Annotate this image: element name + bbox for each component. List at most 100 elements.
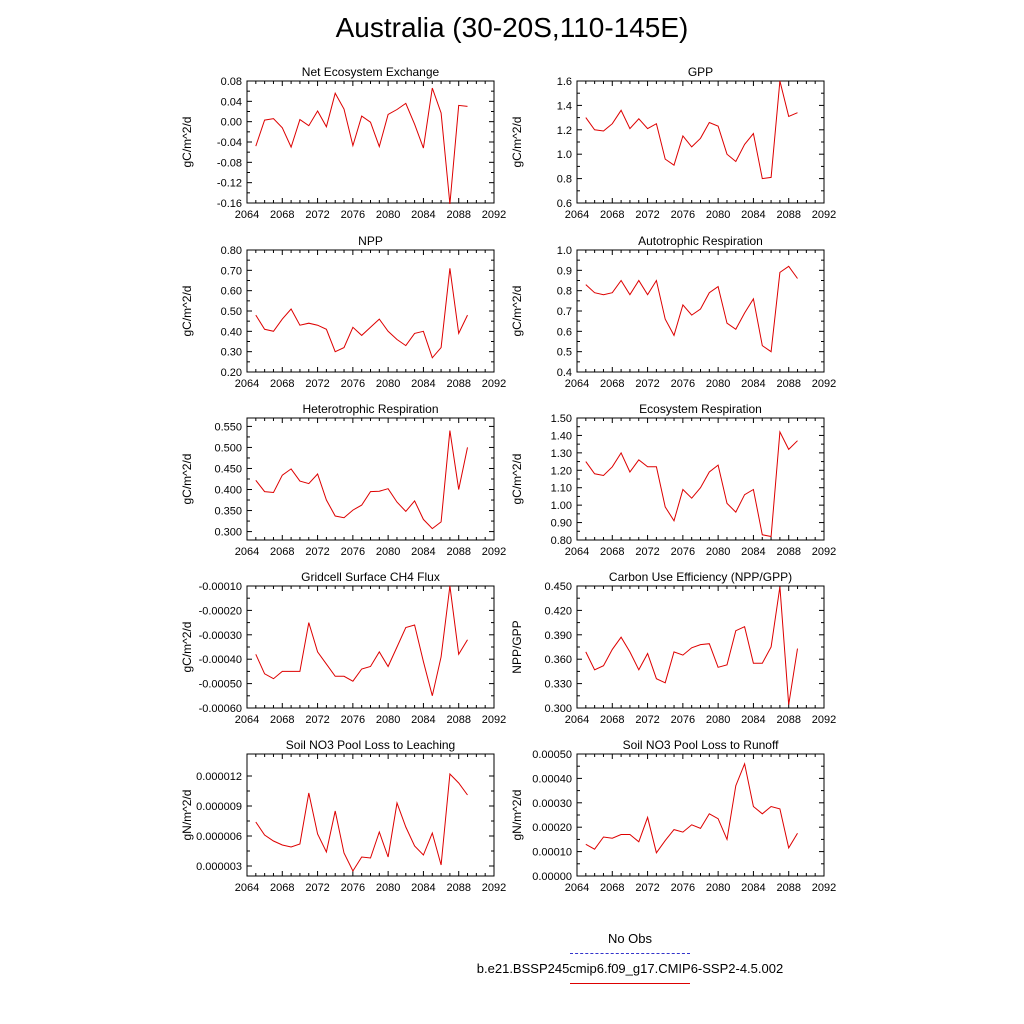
- series-line: [585, 430, 798, 538]
- y-tick-label: 1.10: [551, 483, 572, 495]
- x-tick-label: 2092: [482, 378, 506, 390]
- x-tick-label: 2076: [341, 882, 365, 894]
- y-tick-label: 0.6: [557, 326, 572, 338]
- y-tick-label: 0.70: [221, 265, 242, 277]
- plot-frame: [576, 417, 825, 541]
- y-tick-label: 0.450: [214, 463, 242, 475]
- series-line: [585, 762, 798, 854]
- y-axis-label: gC/m^2/d: [180, 286, 194, 337]
- y-tick-label: 0.00050: [532, 749, 572, 761]
- x-tick-label: 2092: [812, 882, 836, 894]
- chart-panel: Soil NO3 Pool Loss to Runoff gN/m^2/d 2064…: [510, 738, 836, 894]
- y-tick-label: 1.40: [551, 430, 572, 442]
- x-tick-label: 2064: [565, 546, 589, 558]
- x-tick-label: 2068: [600, 378, 624, 390]
- y-tick-label: -0.00060: [199, 703, 242, 715]
- y-tick-label: 0.8: [557, 286, 572, 298]
- y-tick-label: 0.5: [557, 347, 572, 359]
- y-tick-label: 0.300: [214, 527, 242, 539]
- x-tick-label: 2076: [671, 882, 695, 894]
- x-tick-label: 2072: [305, 714, 329, 726]
- x-tick-label: 2088: [776, 714, 800, 726]
- chart-panel: Autotrophic Respiration gC/m^2/d 2064 2068 2…: [510, 234, 836, 390]
- legend-obs-line: [570, 953, 690, 954]
- x-tick-label: 2076: [341, 209, 365, 221]
- x-tick-label: 2088: [446, 546, 470, 558]
- y-tick-label: -0.00010: [199, 581, 242, 593]
- plot-frame: [246, 80, 495, 204]
- plot-frame: [576, 753, 825, 877]
- x-tick-label: 2088: [776, 209, 800, 221]
- y-tick-label: -0.00020: [199, 605, 242, 617]
- y-tick-label: 0.30: [221, 347, 242, 359]
- y-axis-label: NPP/GPP: [510, 620, 524, 673]
- y-axis-label: gN/m^2/d: [510, 790, 524, 841]
- y-tick-label: 0.20: [221, 367, 242, 379]
- panel-title: Ecosystem Respiration: [639, 402, 762, 416]
- y-tick-label: 0.60: [221, 286, 242, 298]
- y-axis-label: gN/m^2/d: [180, 790, 194, 841]
- x-tick-label: 2088: [776, 546, 800, 558]
- y-tick-label: 0.9: [557, 265, 572, 277]
- y-axis-label: gC/m^2/d: [510, 117, 524, 168]
- x-tick-label: 2064: [235, 209, 259, 221]
- y-axis-label: gC/m^2/d: [180, 454, 194, 505]
- y-axis-label: gC/m^2/d: [510, 454, 524, 505]
- x-tick-label: 2064: [235, 882, 259, 894]
- chart-panel: Ecosystem Respiration gC/m^2/d 2064 2068 207…: [510, 402, 836, 558]
- y-tick-label: -0.12: [217, 178, 242, 190]
- x-tick-label: 2092: [812, 546, 836, 558]
- panel-title: Heterotrophic Respiration: [302, 402, 438, 416]
- panel-title: Carbon Use Efficiency (NPP/GPP): [609, 570, 792, 584]
- x-tick-label: 2084: [741, 378, 765, 390]
- x-tick-label: 2080: [706, 209, 730, 221]
- y-tick-label: 0.00010: [532, 847, 572, 859]
- y-tick-label: 1.0: [557, 149, 572, 161]
- y-tick-label: 0.00: [221, 117, 242, 129]
- series-line: [255, 772, 468, 873]
- y-tick-label: 1.30: [551, 448, 572, 460]
- y-axis-label: gC/m^2/d: [180, 117, 194, 168]
- x-tick-label: 2076: [671, 209, 695, 221]
- y-tick-label: 0.40: [221, 326, 242, 338]
- x-tick-label: 2080: [706, 714, 730, 726]
- x-tick-label: 2080: [706, 546, 730, 558]
- series-line: [585, 265, 798, 353]
- legend-obs-label: No Obs: [607, 931, 653, 946]
- y-tick-label: 1.50: [551, 413, 572, 425]
- x-tick-label: 2084: [411, 209, 435, 221]
- x-tick-label: 2064: [565, 378, 589, 390]
- x-tick-label: 2080: [376, 378, 400, 390]
- x-tick-label: 2072: [305, 882, 329, 894]
- x-tick-label: 2068: [600, 882, 624, 894]
- y-tick-label: 0.7: [557, 306, 572, 318]
- x-tick-label: 2068: [600, 714, 624, 726]
- x-tick-label: 2064: [565, 714, 589, 726]
- y-tick-label: 0.80: [551, 535, 572, 547]
- x-tick-label: 2068: [270, 209, 294, 221]
- x-tick-label: 2092: [482, 209, 506, 221]
- y-tick-label: 0.450: [544, 581, 572, 593]
- x-tick-label: 2072: [635, 378, 659, 390]
- y-tick-label: -0.00050: [199, 679, 242, 691]
- y-tick-label: 0.420: [544, 605, 572, 617]
- y-tick-label: 0.500: [214, 442, 242, 454]
- x-tick-label: 2064: [235, 378, 259, 390]
- series-line: [255, 430, 468, 530]
- x-tick-label: 2076: [671, 378, 695, 390]
- x-tick-label: 2080: [706, 882, 730, 894]
- y-tick-label: 0.6: [557, 198, 572, 210]
- chart-panel: Heterotrophic Respiration gC/m^2/d 2064 206…: [180, 402, 506, 558]
- y-tick-label: 0.000012: [196, 771, 242, 783]
- y-tick-label: 0.550: [214, 421, 242, 433]
- x-tick-label: 2092: [482, 546, 506, 558]
- x-tick-label: 2092: [812, 378, 836, 390]
- x-tick-label: 2068: [270, 714, 294, 726]
- chart-panel: Gridcell Surface CH4 Flux gC/m^2/d 2064 206…: [180, 570, 506, 726]
- y-tick-label: 0.08: [221, 76, 242, 88]
- y-tick-label: 1.20: [551, 465, 572, 477]
- x-tick-label: 2084: [741, 882, 765, 894]
- x-tick-label: 2072: [635, 882, 659, 894]
- y-tick-label: 0.400: [214, 485, 242, 497]
